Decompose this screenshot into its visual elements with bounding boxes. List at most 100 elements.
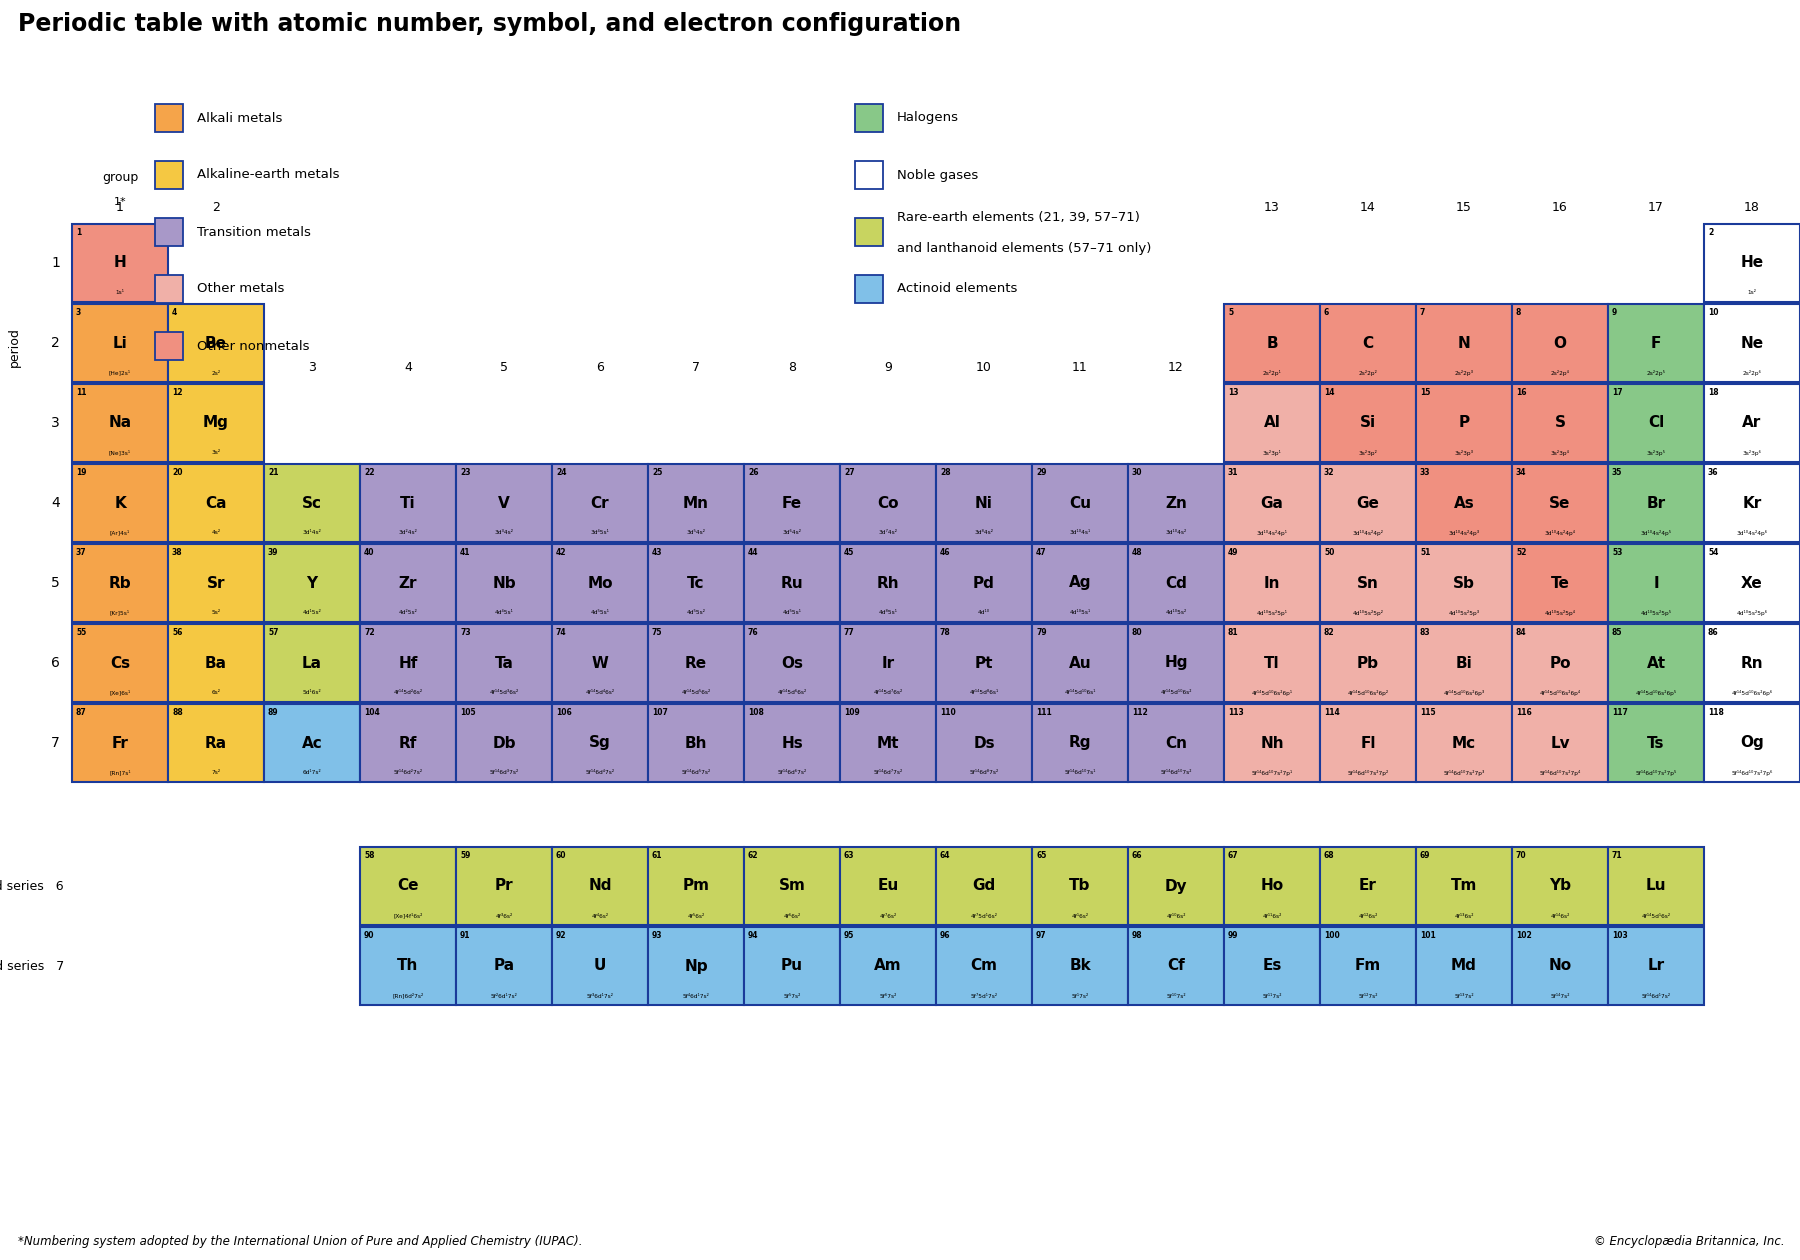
Bar — [1319, 304, 1417, 382]
Text: 78: 78 — [940, 627, 950, 638]
Text: 2s²2p¹: 2s²2p¹ — [1262, 369, 1282, 375]
Text: 16: 16 — [1552, 202, 1568, 214]
Bar — [855, 161, 884, 189]
Bar — [155, 218, 184, 246]
Text: Li: Li — [113, 335, 128, 350]
Bar — [155, 105, 184, 132]
Text: 99: 99 — [1228, 931, 1238, 940]
Text: 103: 103 — [1613, 931, 1627, 940]
Text: 4s²: 4s² — [211, 530, 221, 536]
Text: 11: 11 — [1073, 362, 1087, 374]
Text: 3s²3p³: 3s²3p³ — [1454, 450, 1474, 456]
Text: 3d¹4s²: 3d¹4s² — [302, 530, 322, 536]
Bar — [167, 384, 265, 462]
Text: 38: 38 — [173, 548, 182, 557]
Bar — [841, 927, 936, 1005]
Bar — [1224, 384, 1319, 462]
Text: 3d⁵4s²: 3d⁵4s² — [686, 530, 706, 536]
Text: 12: 12 — [1168, 362, 1184, 374]
Text: Pr: Pr — [495, 878, 513, 893]
Text: 54: 54 — [1708, 548, 1719, 557]
Text: [Ne]3s¹: [Ne]3s¹ — [110, 450, 131, 456]
Bar — [265, 704, 360, 782]
Text: 18: 18 — [1744, 202, 1760, 214]
Text: 4f¹⁴5d¹⁰6s²6p¹: 4f¹⁴5d¹⁰6s²6p¹ — [1251, 689, 1292, 696]
Text: [Kr]5s¹: [Kr]5s¹ — [110, 610, 130, 615]
Text: 41: 41 — [461, 548, 470, 557]
Bar — [648, 847, 743, 925]
Text: 2: 2 — [1708, 228, 1714, 237]
Bar — [855, 105, 884, 132]
Text: 104: 104 — [364, 708, 380, 717]
Text: 2s²: 2s² — [211, 370, 221, 375]
Text: 1*: 1* — [113, 197, 126, 207]
Text: 22: 22 — [364, 467, 374, 478]
Bar — [1607, 624, 1705, 702]
Text: 4f¹⁴5d⁸6s¹: 4f¹⁴5d⁸6s¹ — [970, 690, 999, 696]
Text: 3d⁷4s²: 3d⁷4s² — [878, 530, 898, 536]
Text: 4d¹⁰5s²5p⁶: 4d¹⁰5s²5p⁶ — [1737, 610, 1768, 615]
Bar — [1031, 704, 1129, 782]
Text: 92: 92 — [556, 931, 567, 940]
Text: Sb: Sb — [1453, 576, 1474, 591]
Text: lanthanoid series   6: lanthanoid series 6 — [0, 879, 65, 892]
Bar — [360, 847, 455, 925]
Text: 76: 76 — [749, 627, 758, 638]
Bar — [167, 464, 265, 542]
Bar — [1224, 464, 1319, 542]
Bar — [1705, 224, 1800, 302]
Text: 4f⁷5d¹6s²: 4f⁷5d¹6s² — [970, 914, 997, 919]
Text: © Encyclopædia Britannica, Inc.: © Encyclopædia Britannica, Inc. — [1595, 1235, 1786, 1247]
Bar — [1129, 464, 1224, 542]
Text: Sc: Sc — [302, 495, 322, 510]
Bar — [1417, 704, 1512, 782]
Text: 5f¹⁴6d²7s²: 5f¹⁴6d²7s² — [394, 771, 423, 775]
Text: 4d⁵5s¹: 4d⁵5s¹ — [590, 611, 610, 615]
Text: Ba: Ba — [205, 655, 227, 670]
Text: Co: Co — [877, 495, 898, 510]
Bar — [1319, 384, 1417, 462]
Text: Og: Og — [1741, 736, 1764, 751]
Text: Zr: Zr — [400, 576, 418, 591]
Text: Te: Te — [1550, 576, 1570, 591]
Text: 3s²3p²: 3s²3p² — [1359, 450, 1377, 456]
Text: 89: 89 — [268, 708, 279, 717]
Text: 5d¹6s²: 5d¹6s² — [302, 690, 322, 696]
Bar — [455, 847, 553, 925]
Bar — [1417, 464, 1512, 542]
Bar — [743, 544, 841, 622]
Text: 2s²2p²: 2s²2p² — [1359, 369, 1377, 375]
Text: S: S — [1555, 416, 1566, 431]
Bar — [553, 927, 648, 1005]
Text: 31: 31 — [1228, 467, 1238, 478]
Text: Y: Y — [306, 576, 317, 591]
Text: 5f¹³7s²: 5f¹³7s² — [1454, 993, 1474, 998]
Text: 4d¹⁰5s¹: 4d¹⁰5s¹ — [1069, 611, 1091, 615]
Text: Cd: Cd — [1165, 576, 1186, 591]
Text: 109: 109 — [844, 708, 860, 717]
Bar — [553, 544, 648, 622]
Text: 86: 86 — [1708, 627, 1719, 638]
Bar — [1031, 847, 1129, 925]
Bar — [1705, 384, 1800, 462]
Text: C: C — [1363, 335, 1373, 350]
Text: 87: 87 — [76, 708, 86, 717]
Bar — [72, 704, 167, 782]
Text: 93: 93 — [652, 931, 662, 940]
Text: 3d¹⁰4s²4p⁴: 3d¹⁰4s²4p⁴ — [1544, 529, 1575, 535]
Bar — [1129, 847, 1224, 925]
Text: 11: 11 — [76, 388, 86, 397]
Text: 4d²5s²: 4d²5s² — [398, 611, 418, 615]
Text: Lr: Lr — [1647, 959, 1665, 974]
Bar — [155, 161, 184, 189]
Text: Ce: Ce — [398, 878, 419, 893]
Text: Cm: Cm — [970, 959, 997, 974]
Bar — [553, 704, 648, 782]
Text: Be: Be — [205, 335, 227, 350]
Bar — [455, 927, 553, 1005]
Bar — [1512, 624, 1607, 702]
Text: 1s²: 1s² — [1748, 291, 1757, 296]
Bar — [1129, 544, 1224, 622]
Bar — [167, 704, 265, 782]
Bar — [1512, 464, 1607, 542]
